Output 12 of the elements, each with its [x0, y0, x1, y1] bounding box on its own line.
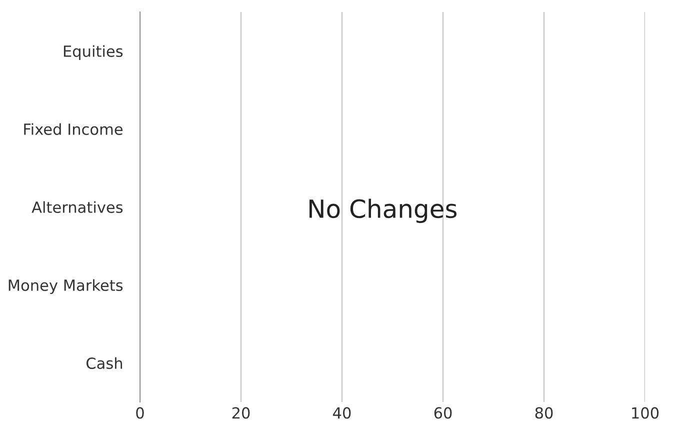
x-tick-label: 0	[136, 407, 144, 419]
x-tick-label: 40	[333, 407, 351, 419]
y-tick-label: Equities	[64, 45, 123, 60]
x-tick-label: 100	[632, 407, 659, 419]
annotation: No Changes	[310, 198, 457, 223]
y-tick-label: Money Markets	[8, 279, 123, 294]
y-tick-label: Cash	[86, 357, 122, 370]
y-tick-label: Fixed Income	[24, 123, 123, 136]
y-tick-label: Alternatives	[32, 201, 123, 214]
x-tick-label: 20	[232, 407, 250, 419]
x-tick-label: 60	[434, 407, 452, 419]
x-tick-label: 80	[535, 407, 553, 419]
